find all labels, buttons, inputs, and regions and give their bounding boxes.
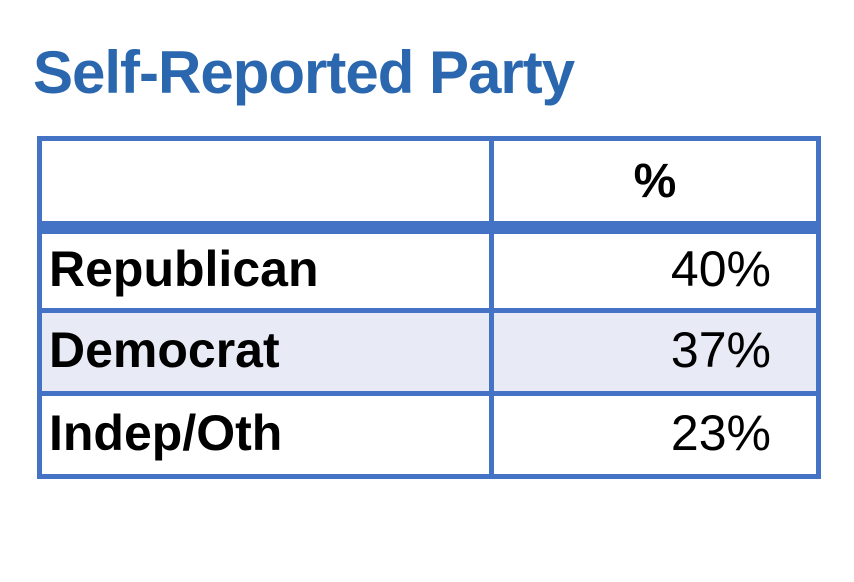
header-cell-percent: %	[489, 136, 821, 234]
table-row-republican: Republican 40%	[37, 225, 821, 313]
row-label-democrat: Democrat	[37, 308, 494, 396]
row-value-indep-oth: 23%	[489, 391, 821, 479]
header-cell-empty	[37, 136, 494, 234]
table-row-democrat: Democrat 37%	[37, 308, 821, 396]
table-header-row: %	[37, 136, 821, 234]
row-label-indep-oth: Indep/Oth	[37, 391, 494, 479]
page-title: Self-Reported Party	[33, 39, 575, 106]
row-value-republican: 40%	[489, 225, 821, 313]
row-label-republican: Republican	[37, 225, 494, 313]
party-table: % Republican 40% Democrat 37% Indep/Oth …	[37, 136, 821, 479]
table-row-indep-oth: Indep/Oth 23%	[37, 391, 821, 479]
row-value-democrat: 37%	[489, 308, 821, 396]
